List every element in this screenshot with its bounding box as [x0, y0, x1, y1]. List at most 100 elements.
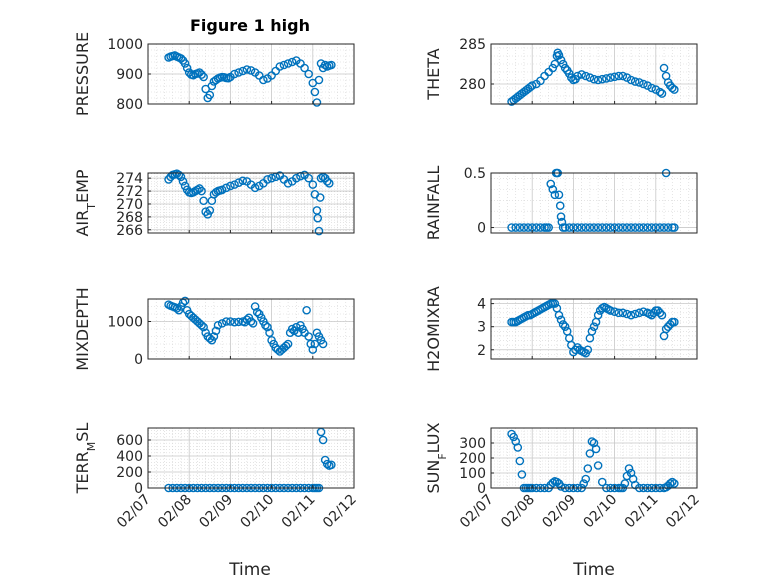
y-axis-label-text: H2OMIXRA — [424, 286, 443, 372]
data-point — [221, 183, 231, 193]
y-axis-label: AIRTEMP — [73, 169, 98, 236]
data-point — [614, 308, 624, 318]
data-point — [180, 296, 190, 306]
data-point — [318, 435, 328, 445]
data-point — [515, 456, 525, 466]
data-point — [315, 193, 325, 202]
data-point — [287, 57, 297, 67]
y-tick-label: 900 — [116, 67, 143, 83]
data-point — [589, 322, 599, 331]
y-axis-label-text: PRESSURE — [73, 32, 92, 116]
data-point — [610, 72, 619, 82]
data-point — [635, 308, 644, 318]
data-point — [292, 173, 301, 183]
y-tick-label: 800 — [116, 97, 143, 113]
data-point — [560, 63, 570, 73]
data-point — [310, 339, 320, 349]
y-tick-label: 2 — [477, 343, 486, 359]
data-point — [585, 449, 595, 458]
data-point — [532, 223, 541, 232]
data-point — [597, 477, 607, 487]
data-point — [302, 305, 311, 315]
data-point — [606, 306, 615, 315]
data-point — [593, 75, 603, 85]
data-point — [509, 432, 518, 442]
data-point — [180, 59, 190, 68]
y-axis-label-text-post: EMP — [73, 169, 92, 203]
data-point — [306, 339, 316, 349]
data-point — [283, 179, 293, 188]
data-point — [250, 183, 260, 193]
y-tick-label: 272 — [116, 184, 143, 200]
data-point — [593, 223, 603, 232]
data-point — [314, 226, 324, 236]
data-point — [201, 207, 210, 217]
y-tick-label: 268 — [116, 210, 143, 226]
subplot-pressure: 800 900 1000 PRESSURE — [73, 32, 355, 116]
data-point — [635, 78, 644, 87]
y-tick-label: 0 — [134, 481, 143, 497]
data-point — [573, 71, 582, 81]
data-point — [199, 322, 208, 332]
data-point — [583, 345, 593, 355]
y-tick-label: 200 — [459, 451, 486, 467]
data-point — [587, 437, 597, 446]
data-point — [550, 299, 560, 308]
y-tick-label: 270 — [116, 197, 143, 213]
data-point — [536, 223, 545, 232]
data-point — [217, 319, 227, 328]
data-point — [670, 479, 679, 488]
data-point — [238, 66, 248, 76]
data-point — [647, 223, 656, 232]
data-point — [211, 326, 221, 336]
axes-box — [147, 172, 355, 234]
y-axis-label-text: SUN — [424, 460, 443, 494]
data-point — [527, 81, 537, 90]
data-point — [606, 73, 615, 82]
data-point — [234, 178, 243, 187]
data-point — [659, 63, 669, 73]
data-point — [313, 213, 323, 223]
y-axis-label: PRESSURE — [73, 32, 92, 116]
data-point — [554, 310, 564, 320]
data-point — [581, 223, 591, 232]
data-point — [649, 308, 659, 318]
data-point — [263, 322, 272, 332]
data-point — [308, 180, 318, 189]
y-axis-label-subscript: M — [85, 442, 98, 452]
y-axis-label: THETA — [424, 48, 443, 100]
data-point — [283, 339, 293, 349]
data-point — [511, 223, 521, 232]
data-point — [614, 223, 624, 232]
data-point — [606, 223, 615, 232]
x-axis-label-left: Time — [228, 560, 271, 580]
data-point — [620, 479, 630, 488]
y-axis-label-subscript: F — [436, 453, 449, 459]
y-tick-label: 0 — [134, 352, 143, 368]
data-point — [174, 170, 184, 180]
y-tick-label: 0 — [477, 481, 486, 497]
data-point — [556, 315, 566, 325]
data-point — [583, 464, 593, 473]
axes-box — [147, 298, 355, 360]
data-point — [544, 223, 553, 232]
data-point — [195, 184, 204, 193]
data-point — [670, 85, 679, 94]
data-point — [197, 186, 206, 196]
data-point — [523, 223, 533, 232]
data-point — [626, 223, 636, 232]
data-point — [267, 173, 276, 183]
data-point — [573, 223, 582, 232]
data-point — [281, 341, 291, 351]
data-point — [205, 90, 215, 100]
data-point — [667, 83, 677, 93]
data-point — [665, 320, 675, 329]
data-point — [515, 223, 525, 232]
data-point — [310, 87, 320, 97]
data-point — [178, 177, 188, 186]
data-point — [581, 71, 591, 81]
data-point — [564, 223, 574, 232]
data-point — [320, 60, 330, 70]
data-point — [655, 87, 665, 97]
